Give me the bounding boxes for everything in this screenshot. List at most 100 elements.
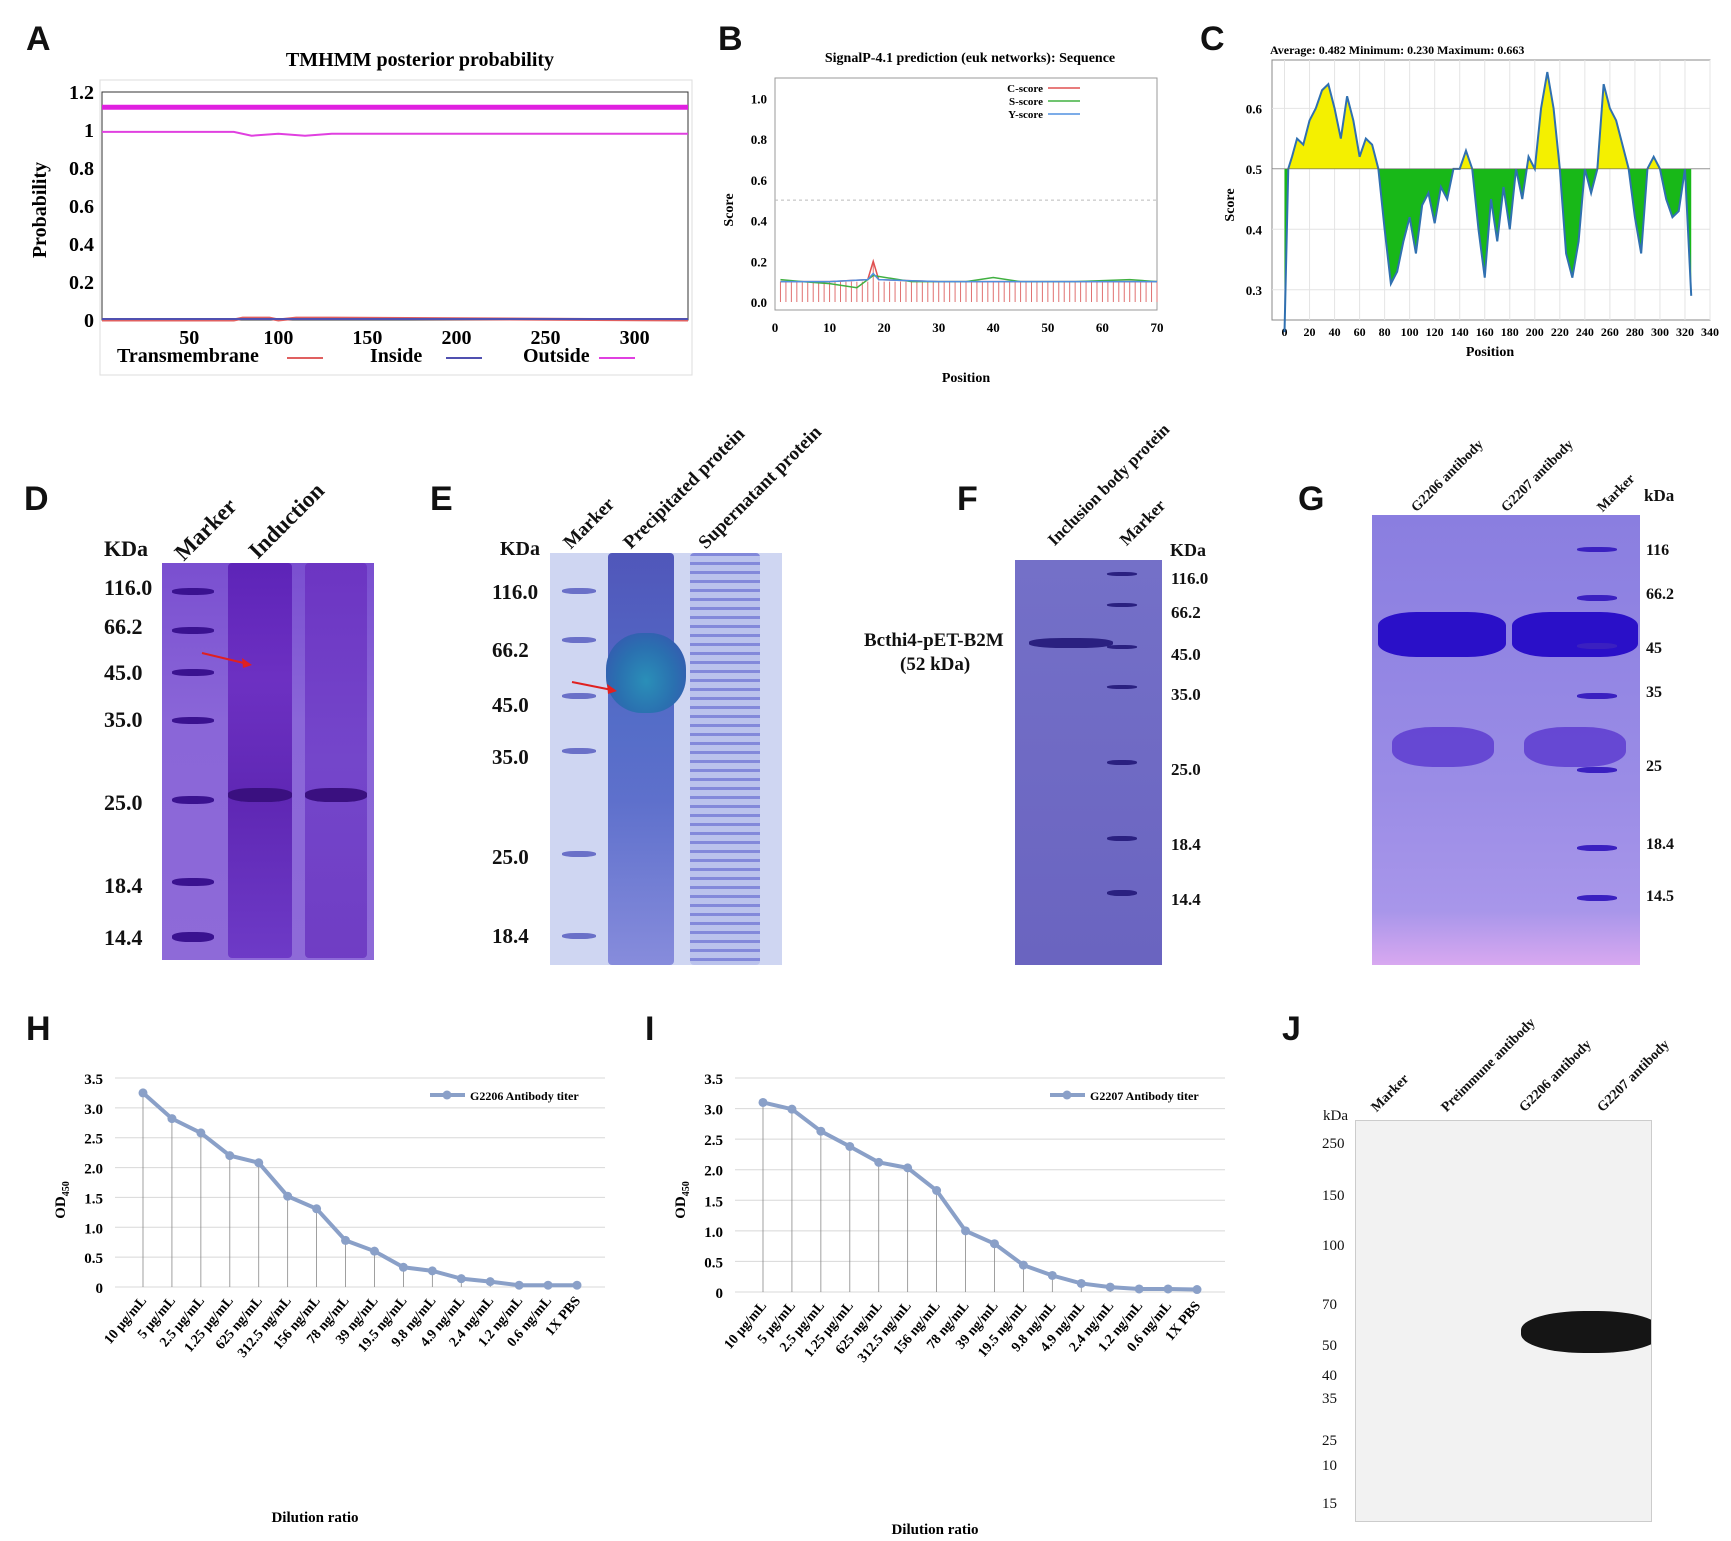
panel-label-a: A bbox=[26, 20, 51, 58]
chart-h-point-1 bbox=[167, 1114, 177, 1124]
chart-c-xtick-5: 100 bbox=[1401, 325, 1419, 339]
chart-h-point-3 bbox=[225, 1151, 235, 1161]
chart-i-ytick-0: 0 bbox=[716, 1286, 724, 1302]
chart-h-point-5 bbox=[283, 1191, 293, 1201]
chart-i-point-3 bbox=[845, 1141, 855, 1151]
chart-i-ytick-2: 1.0 bbox=[704, 1225, 723, 1241]
chart-h-ytick-1: 0.5 bbox=[84, 1251, 103, 1267]
chart-i-ytick-3: 1.5 bbox=[704, 1194, 723, 1210]
gel-g-lane-marker: Marker bbox=[1594, 471, 1639, 516]
chart-i-point-14 bbox=[1163, 1284, 1173, 1294]
chart-h-point-6 bbox=[312, 1204, 322, 1214]
chart-b-ytick-2: 0.4 bbox=[751, 214, 768, 229]
chart-h-ytick-2: 1.0 bbox=[84, 1221, 103, 1237]
blot-j-mw-7: 25 bbox=[1322, 1433, 1337, 1449]
chart-b-ytick-3: 0.6 bbox=[751, 173, 768, 188]
chart-b-series-2 bbox=[780, 272, 1157, 283]
panel-label-h: H bbox=[26, 1010, 51, 1048]
chart-h-point-10 bbox=[427, 1266, 437, 1276]
chart-b-title: SignalP-4.1 prediction (euk networks): S… bbox=[825, 51, 1115, 66]
gel-d-unit: KDa bbox=[104, 536, 148, 561]
panel-label-g: G bbox=[1298, 480, 1325, 518]
chart-a-plot-area bbox=[101, 91, 689, 321]
chart-c-xtick-11: 220 bbox=[1551, 325, 1569, 339]
blot-j-mw-6: 35 bbox=[1322, 1391, 1337, 1407]
chart-a-legend-1: Inside bbox=[370, 345, 422, 367]
gel-d-mw-3: 35.0 bbox=[104, 707, 143, 732]
chart-a-xtick-1: 100 bbox=[263, 327, 293, 349]
chart-h-point-14 bbox=[543, 1280, 553, 1290]
chart-c-xtick-1: 20 bbox=[1304, 325, 1316, 339]
chart-h: 00.51.01.52.02.53.03.510 μg/mL5 μg/mL2.5… bbox=[53, 1072, 605, 1526]
panel-label-c: C bbox=[1200, 20, 1225, 58]
chart-a-frame bbox=[99, 79, 693, 376]
chart-b-xtick-3: 30 bbox=[932, 320, 945, 335]
chart-b-xtick-5: 50 bbox=[1041, 320, 1054, 335]
chart-c-ytick-1: 0.4 bbox=[1246, 222, 1263, 237]
chart-i-point-9 bbox=[1018, 1260, 1028, 1270]
blot-j-lane-g2207: G2207 antibody bbox=[1594, 1037, 1673, 1116]
chart-h-xlabel: Dilution ratio bbox=[271, 1510, 358, 1526]
blot-j-mw-9: 15 bbox=[1322, 1496, 1337, 1512]
gel-d-mw-6: 14.4 bbox=[104, 925, 143, 950]
chart-i-legend-dot bbox=[1062, 1090, 1072, 1100]
blot-j-lane-g2206: G2206 antibody bbox=[1516, 1037, 1595, 1116]
chart-i-point-11 bbox=[1076, 1278, 1086, 1288]
chart-b-ytick-5: 1.0 bbox=[751, 91, 767, 106]
chart-a: TMHMM posterior probability Probability 0 0… bbox=[29, 49, 693, 376]
gel-f-mw-3: 35.0 bbox=[1171, 685, 1201, 704]
chart-i-point-8 bbox=[989, 1239, 999, 1249]
chart-i-point-15 bbox=[1192, 1285, 1202, 1295]
chart-a-ytick-2: 0.4 bbox=[69, 234, 94, 256]
chart-i-ytick-6: 3.0 bbox=[704, 1103, 723, 1119]
gel-f bbox=[1015, 560, 1162, 965]
gel-d-mw-5: 18.4 bbox=[104, 873, 143, 898]
chart-i-point-13 bbox=[1134, 1284, 1144, 1294]
panel-label-i: I bbox=[645, 1010, 655, 1048]
gel-e-mw-0: 116.0 bbox=[492, 580, 539, 604]
chart-h-point-0 bbox=[138, 1088, 148, 1098]
chart-a-series-2 bbox=[102, 130, 688, 137]
blot-j-mw-2: 100 bbox=[1322, 1238, 1345, 1254]
gel-d-mw-1: 66.2 bbox=[104, 614, 143, 639]
gel-d-control-lane bbox=[305, 563, 367, 958]
chart-c-line bbox=[1283, 71, 1693, 333]
chart-a-ytick-4: 0.8 bbox=[69, 158, 94, 180]
blot-j-mw-8: 10 bbox=[1322, 1458, 1337, 1474]
chart-c-xtick-15: 300 bbox=[1651, 325, 1669, 339]
chart-a-xtick-0: 50 bbox=[179, 327, 199, 349]
gel-f-mw-6: 14.4 bbox=[1171, 890, 1201, 909]
gel-e-mw-5: 18.4 bbox=[492, 924, 529, 948]
chart-i-ytick-5: 2.5 bbox=[704, 1133, 723, 1149]
chart-i-point-7 bbox=[961, 1226, 971, 1236]
chart-b-xtick-0: 0 bbox=[772, 320, 779, 335]
gel-g-mw-1: 66.2 bbox=[1646, 586, 1674, 603]
chart-b-xtick-1: 10 bbox=[823, 320, 836, 335]
chart-c-xtick-8: 160 bbox=[1476, 325, 1494, 339]
gel-d-arrow bbox=[201, 652, 252, 668]
chart-i-point-1 bbox=[787, 1104, 797, 1114]
chart-i: 00.51.01.52.02.53.03.510 μg/mL5 μg/mL2.5… bbox=[673, 1072, 1225, 1538]
gel-g-mw-5: 18.4 bbox=[1646, 836, 1674, 853]
chart-b-legend-0: C-score bbox=[1007, 83, 1043, 95]
gel-f-mw-5: 18.4 bbox=[1171, 835, 1201, 854]
chart-c-xtick-3: 60 bbox=[1354, 325, 1366, 339]
chart-h-point-11 bbox=[456, 1274, 466, 1284]
chart-h-point-4 bbox=[254, 1158, 264, 1168]
chart-b-ylabel: Score bbox=[722, 193, 737, 226]
chart-c-stats: Average: 0.482 Minimum: 0.230 Maximum: 0… bbox=[1270, 43, 1524, 57]
chart-i-ytick-4: 2.0 bbox=[704, 1164, 723, 1180]
chart-i-ytick-7: 3.5 bbox=[704, 1072, 723, 1088]
chart-i-legend: G2207 Antibody titer bbox=[1090, 1089, 1199, 1103]
chart-i-point-10 bbox=[1047, 1270, 1057, 1280]
gel-g-lane-g2206: G2206 antibody bbox=[1408, 437, 1487, 516]
chart-h-ytick-0: 0 bbox=[96, 1281, 104, 1297]
chart-i-ytick-1: 0.5 bbox=[704, 1255, 723, 1271]
chart-h-ytick-7: 3.5 bbox=[84, 1072, 103, 1088]
chart-c-xtick-17: 340 bbox=[1701, 325, 1719, 339]
chart-h-ytick-5: 2.5 bbox=[84, 1132, 103, 1148]
chart-b-plot-area bbox=[774, 77, 1158, 311]
blot-j-unit: kDa bbox=[1323, 1108, 1348, 1124]
gel-e bbox=[550, 553, 782, 965]
gel-f-band-label: Bcthi4-pET-B2M bbox=[864, 630, 1004, 651]
